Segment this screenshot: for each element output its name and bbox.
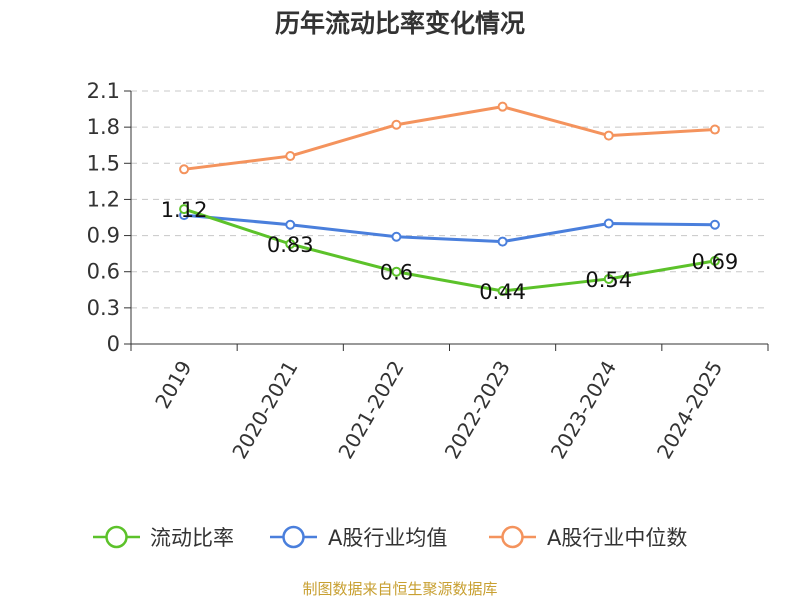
axes: 0 0.3 0.6 0.9 1.2 1.5 1.8 2.1 2019 2020-2021 2021-…	[87, 79, 769, 463]
grid-lines	[131, 90, 768, 309]
data-label: 0.83	[267, 233, 314, 257]
data-label: 0.44	[479, 280, 526, 304]
x-tick-label: 2019	[150, 357, 196, 413]
source-note: 制图数据来自恒生聚源数据库	[302, 580, 497, 598]
x-tick-label: 2024-2025	[652, 357, 727, 463]
data-label: 0.54	[585, 268, 632, 292]
y-tick-label: 1.5	[87, 151, 120, 175]
data-label: 1.12	[161, 198, 208, 222]
data-point	[391, 266, 402, 277]
legend-marker-icon	[282, 525, 305, 549]
y-tick-label: 0.6	[87, 260, 120, 284]
legend-label: 流动比率	[150, 526, 234, 550]
series-line	[183, 105, 716, 171]
data-point	[391, 119, 402, 130]
data-point	[179, 204, 190, 215]
data-point	[179, 164, 190, 175]
data-point	[603, 130, 614, 141]
data-point	[391, 231, 402, 242]
legend-item[interactable]: A股行业均值	[270, 525, 447, 550]
series-line	[183, 207, 716, 293]
x-tick-label: 2021-2022	[333, 356, 408, 462]
y-tick-label: 1.8	[87, 115, 120, 139]
data-label: 0.69	[692, 250, 739, 274]
data-point	[497, 236, 508, 247]
y-tick-label: 2.1	[87, 79, 120, 103]
data-label: 0.6	[380, 261, 413, 285]
series-line	[183, 213, 715, 244]
legend-label: A股行业均值	[328, 526, 447, 550]
legend-marker-icon	[501, 525, 524, 549]
y-tick-label: 0.3	[87, 296, 120, 320]
data-point	[497, 285, 508, 296]
legend-label: A股行业中位数	[547, 526, 687, 550]
data-point	[497, 101, 508, 112]
legend-item[interactable]: A股行业中位数	[489, 525, 687, 550]
data-point	[709, 219, 720, 230]
legend-marker-icon	[105, 525, 128, 549]
legend[interactable]: 流动比率 A股行业均值 A股行业中位数	[93, 525, 687, 550]
data-point	[709, 255, 720, 266]
data-point	[285, 219, 296, 230]
y-tick-label: 0	[107, 332, 120, 356]
data-point	[603, 273, 614, 284]
data-point	[603, 218, 614, 229]
series-layer	[179, 101, 720, 296]
y-tick-label: 0.9	[87, 224, 120, 248]
data-point	[709, 124, 720, 135]
x-tick-label: 2023-2024	[546, 357, 621, 463]
y-tick-label: 1.2	[87, 187, 120, 211]
x-tick-label: 2020-2021	[227, 357, 302, 463]
data-labels: 1.12 0.83 0.6 0.44 0.54 0.69	[161, 198, 739, 304]
x-tick-label: 2022-2023	[440, 357, 515, 463]
legend-item[interactable]: 流动比率	[93, 525, 234, 550]
chart-title: 历年流动比率变化情况	[275, 9, 525, 38]
data-point	[285, 151, 296, 162]
data-point	[285, 239, 296, 250]
